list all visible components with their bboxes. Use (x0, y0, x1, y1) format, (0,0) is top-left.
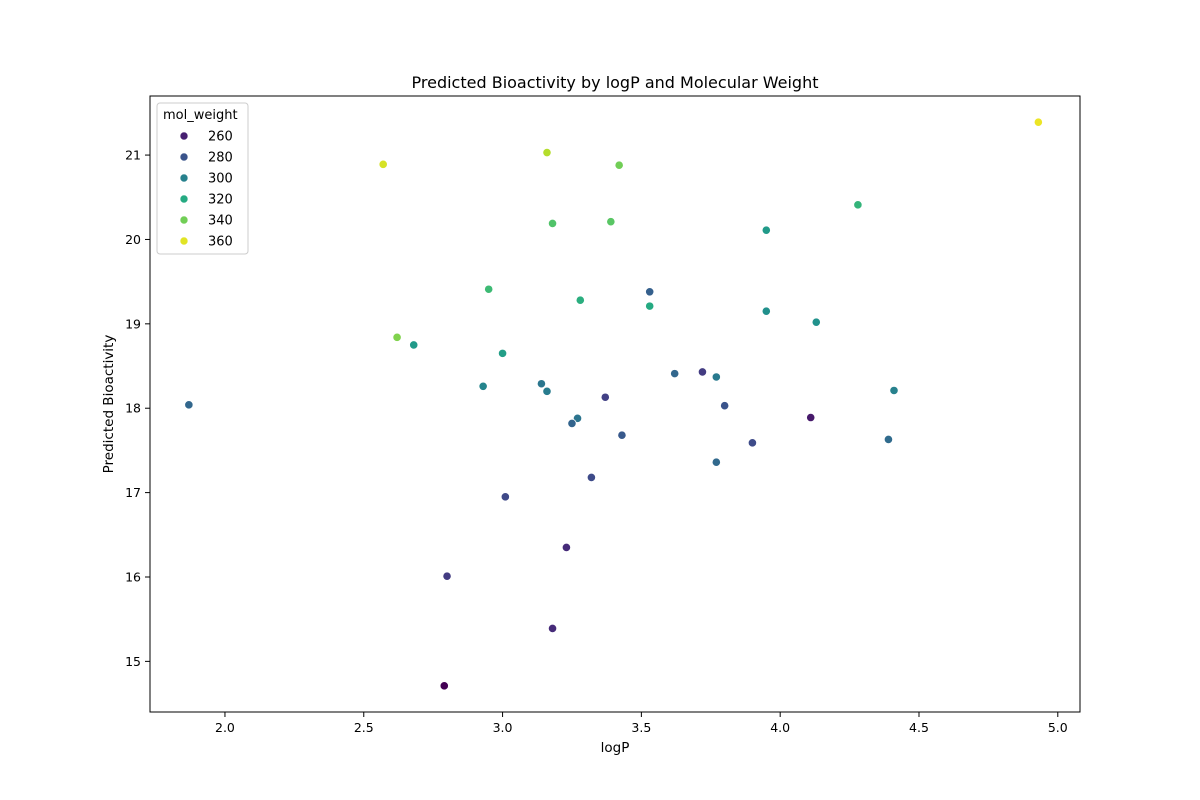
data-point (547, 218, 558, 229)
data-point (617, 430, 627, 440)
data-point (586, 472, 597, 483)
data-point (645, 287, 655, 297)
y-tick-label: 20 (125, 232, 141, 247)
data-point (720, 401, 730, 411)
legend-label: 280 (208, 151, 233, 166)
y-tick-label: 21 (125, 148, 141, 163)
data-point (561, 542, 572, 553)
data-point (761, 225, 771, 235)
y-tick-label: 17 (125, 485, 141, 500)
x-tick-label: 2.5 (354, 720, 374, 735)
legend-marker (179, 194, 189, 204)
data-point (184, 400, 194, 410)
legend-label: 320 (208, 193, 233, 208)
legend-label: 260 (208, 130, 233, 145)
data-point (547, 623, 558, 634)
y-tick-label: 18 (125, 401, 141, 416)
data-point (811, 317, 821, 327)
legend-marker (179, 152, 189, 162)
data-point (439, 681, 449, 691)
x-tick-label: 2.0 (215, 720, 235, 735)
chart-title: Predicted Bioactivity by logP and Molecu… (412, 73, 819, 92)
data-point (670, 369, 680, 379)
y-axis-ticks: 15 16 17 18 19 20 21 (125, 148, 150, 669)
data-point (853, 200, 863, 210)
legend-marker (179, 173, 189, 183)
data-point (567, 418, 577, 429)
x-tick-label: 4.0 (770, 720, 790, 735)
y-axis-label: Predicted Bioactivity (101, 335, 117, 474)
legend-label: 340 (208, 214, 233, 229)
data-point (889, 385, 899, 396)
data-point (806, 412, 816, 423)
data-point (645, 301, 655, 311)
data-point (409, 340, 419, 350)
legend-box (156, 102, 249, 255)
data-point (697, 367, 708, 377)
data-point (542, 386, 552, 396)
x-tick-label: 3.0 (493, 720, 513, 735)
legend-marker (179, 215, 189, 225)
legend-marker (179, 131, 189, 141)
legend-marker (179, 236, 189, 246)
y-tick-label: 19 (125, 316, 141, 331)
data-point (575, 295, 585, 305)
points-layer (184, 117, 1043, 691)
x-tick-label: 5.0 (1048, 720, 1068, 735)
x-axis-ticks: 2.0 2.5 3.0 3.5 4.0 4.5 5.0 (215, 712, 1068, 735)
legend-label: 360 (208, 235, 233, 250)
data-point (761, 306, 771, 316)
data-point (500, 492, 510, 502)
legend-entries: 260 280 300 320 340 360 (179, 130, 233, 250)
data-point (392, 332, 402, 342)
data-point (478, 381, 488, 391)
data-point (536, 379, 547, 389)
plot-frame (149, 95, 1081, 713)
x-axis-label: logP (601, 740, 630, 756)
legend-label: 300 (208, 172, 233, 187)
data-point (711, 457, 721, 467)
x-tick-label: 3.5 (631, 720, 651, 735)
data-point (600, 392, 610, 402)
legend-title: mol_weight (163, 108, 238, 123)
data-point (442, 571, 452, 581)
y-tick-label: 16 (125, 569, 141, 584)
data-point (614, 160, 624, 170)
data-point (378, 159, 388, 169)
data-point (711, 372, 721, 382)
legend: mol_weight 260 280 300 320 340 360 (156, 102, 249, 255)
data-point (542, 147, 552, 158)
x-tick-label: 4.5 (909, 720, 929, 735)
y-tick-label: 15 (125, 654, 141, 669)
data-point (606, 217, 616, 227)
data-point (747, 438, 758, 448)
data-point (1033, 117, 1043, 127)
data-point (883, 434, 894, 445)
data-point (497, 348, 508, 358)
data-point (484, 284, 494, 294)
